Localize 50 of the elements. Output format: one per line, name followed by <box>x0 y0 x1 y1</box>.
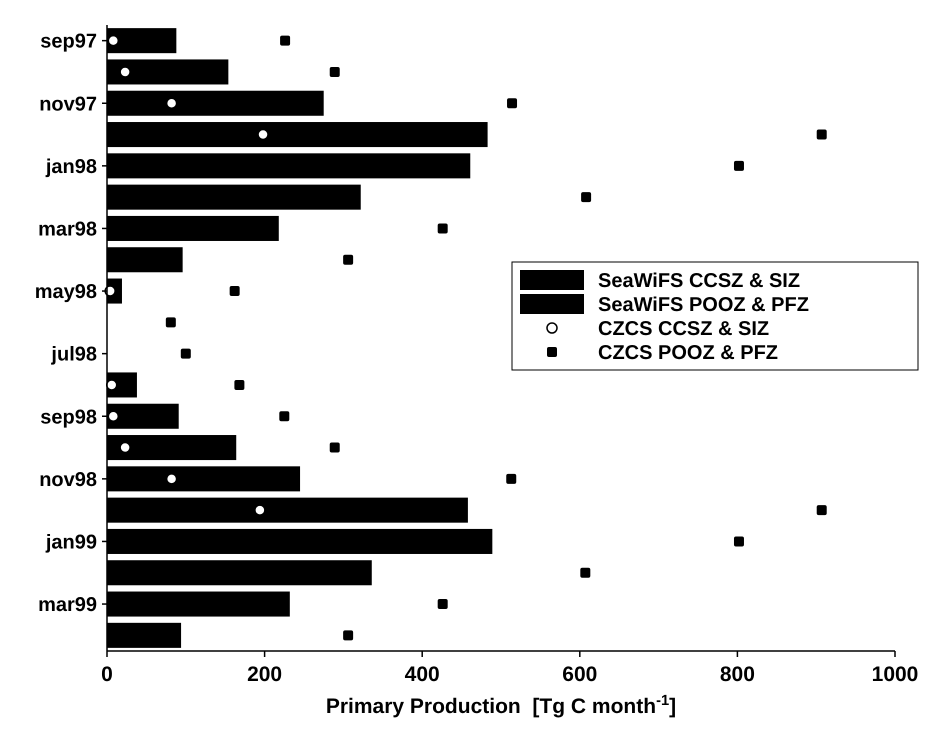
point <box>343 254 354 265</box>
point <box>119 66 131 78</box>
point <box>734 160 744 171</box>
point <box>108 34 120 46</box>
point <box>106 379 118 391</box>
legend-label: CZCS CCSZ & SIZ <box>598 318 770 340</box>
y-tick-label: sep97 <box>40 30 97 53</box>
point <box>330 442 340 453</box>
y-tick-label: jul98 <box>50 344 97 366</box>
y-tick-label: nov97 <box>39 93 97 116</box>
y-tick-label: sep98 <box>40 406 97 428</box>
y-tick-label: nov98 <box>39 468 97 491</box>
legend-label: SeaWiFS POOZ & PFZ <box>598 294 809 316</box>
legend-label: CZCS POOZ & PFZ <box>598 342 778 364</box>
x-tick-label: 800 <box>720 663 755 686</box>
x-tick-label: 600 <box>562 663 598 686</box>
point <box>816 505 827 516</box>
point <box>280 36 290 46</box>
x-tick-label: 200 <box>247 663 282 686</box>
legend-label: SeaWiFS CCSZ & SIZ <box>598 270 800 292</box>
point <box>180 348 191 359</box>
x-tick-label: 0 <box>101 663 113 686</box>
point <box>580 568 590 578</box>
point <box>166 473 178 485</box>
y-tick-label: jan99 <box>44 531 97 554</box>
point <box>257 128 269 140</box>
point <box>230 286 240 296</box>
point <box>234 380 244 390</box>
point <box>119 442 131 454</box>
point <box>166 98 178 109</box>
point <box>108 410 120 422</box>
y-tick-label: mar98 <box>38 218 97 240</box>
point <box>507 98 518 108</box>
point <box>343 630 354 640</box>
point <box>816 130 827 140</box>
point <box>506 474 516 484</box>
point <box>438 599 448 610</box>
point <box>166 317 176 328</box>
point <box>279 411 290 422</box>
point <box>254 504 266 516</box>
x-tick-label: 400 <box>404 663 440 686</box>
point <box>438 223 448 234</box>
x-axis-title: Primary Production [Tg C month$^{-1}$] <box>326 693 676 718</box>
x-tick-label: 1000 <box>872 663 918 686</box>
point <box>734 536 744 546</box>
y-tick-label: jan98 <box>44 156 97 178</box>
point <box>581 192 592 202</box>
y-tick-label: may98 <box>34 281 97 304</box>
y-tick-label: mar99 <box>38 594 97 616</box>
point <box>330 66 340 77</box>
